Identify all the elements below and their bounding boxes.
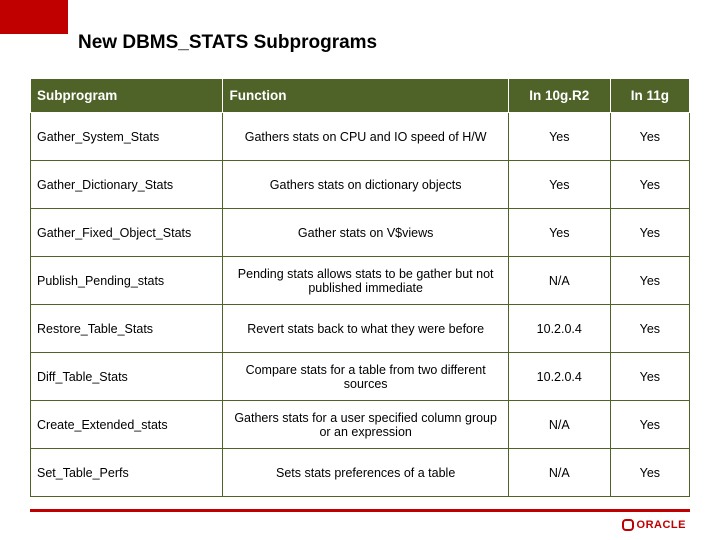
cell-10gr2: Yes xyxy=(508,113,610,161)
cell-subprogram: Gather_Dictionary_Stats xyxy=(31,161,223,209)
cell-11g: Yes xyxy=(610,209,689,257)
cell-subprogram: Publish_Pending_stats xyxy=(31,257,223,305)
cell-11g: Yes xyxy=(610,353,689,401)
table-row: Publish_Pending_stats Pending stats allo… xyxy=(31,257,690,305)
cell-11g: Yes xyxy=(610,257,689,305)
cell-10gr2: Yes xyxy=(508,161,610,209)
table-row: Set_Table_Perfs Sets stats preferences o… xyxy=(31,449,690,497)
col-header-11g: In 11g xyxy=(610,79,689,113)
oracle-o-icon xyxy=(622,519,634,531)
cell-function: Compare stats for a table from two diffe… xyxy=(223,353,508,401)
cell-subprogram: Set_Table_Perfs xyxy=(31,449,223,497)
table-row: Gather_System_Stats Gathers stats on CPU… xyxy=(31,113,690,161)
cell-10gr2: Yes xyxy=(508,209,610,257)
cell-11g: Yes xyxy=(610,449,689,497)
cell-function: Sets stats preferences of a table xyxy=(223,449,508,497)
subprograms-table: Subprogram Function In 10g.R2 In 11g Gat… xyxy=(30,78,690,497)
cell-11g: Yes xyxy=(610,305,689,353)
cell-11g: Yes xyxy=(610,161,689,209)
col-header-10gr2: In 10g.R2 xyxy=(508,79,610,113)
col-header-subprogram: Subprogram xyxy=(31,79,223,113)
cell-10gr2: 10.2.0.4 xyxy=(508,305,610,353)
footer-accent-line xyxy=(30,509,690,512)
cell-subprogram: Gather_System_Stats xyxy=(31,113,223,161)
cell-10gr2: N/A xyxy=(508,449,610,497)
brand-accent-block xyxy=(0,0,68,34)
cell-function: Revert stats back to what they were befo… xyxy=(223,305,508,353)
cell-10gr2: 10.2.0.4 xyxy=(508,353,610,401)
cell-11g: Yes xyxy=(610,401,689,449)
table-row: Gather_Fixed_Object_Stats Gather stats o… xyxy=(31,209,690,257)
oracle-logo-text: ORACLE xyxy=(637,519,686,531)
subprograms-table-wrap: Subprogram Function In 10g.R2 In 11g Gat… xyxy=(30,78,690,497)
table-row: Gather_Dictionary_Stats Gathers stats on… xyxy=(31,161,690,209)
oracle-logo: ORACLE xyxy=(622,519,686,531)
cell-function: Gathers stats on dictionary objects xyxy=(223,161,508,209)
cell-10gr2: N/A xyxy=(508,257,610,305)
table-header-row: Subprogram Function In 10g.R2 In 11g xyxy=(31,79,690,113)
cell-subprogram: Diff_Table_Stats xyxy=(31,353,223,401)
cell-function: Gathers stats on CPU and IO speed of H/W xyxy=(223,113,508,161)
table-row: Create_Extended_stats Gathers stats for … xyxy=(31,401,690,449)
cell-function: Gather stats on V$views xyxy=(223,209,508,257)
table-row: Diff_Table_Stats Compare stats for a tab… xyxy=(31,353,690,401)
cell-11g: Yes xyxy=(610,113,689,161)
col-header-function: Function xyxy=(223,79,508,113)
cell-subprogram: Gather_Fixed_Object_Stats xyxy=(31,209,223,257)
page-title: New DBMS_STATS Subprograms xyxy=(78,32,377,54)
cell-function: Gathers stats for a user specified colum… xyxy=(223,401,508,449)
cell-subprogram: Create_Extended_stats xyxy=(31,401,223,449)
table-row: Restore_Table_Stats Revert stats back to… xyxy=(31,305,690,353)
cell-subprogram: Restore_Table_Stats xyxy=(31,305,223,353)
cell-10gr2: N/A xyxy=(508,401,610,449)
cell-function: Pending stats allows stats to be gather … xyxy=(223,257,508,305)
